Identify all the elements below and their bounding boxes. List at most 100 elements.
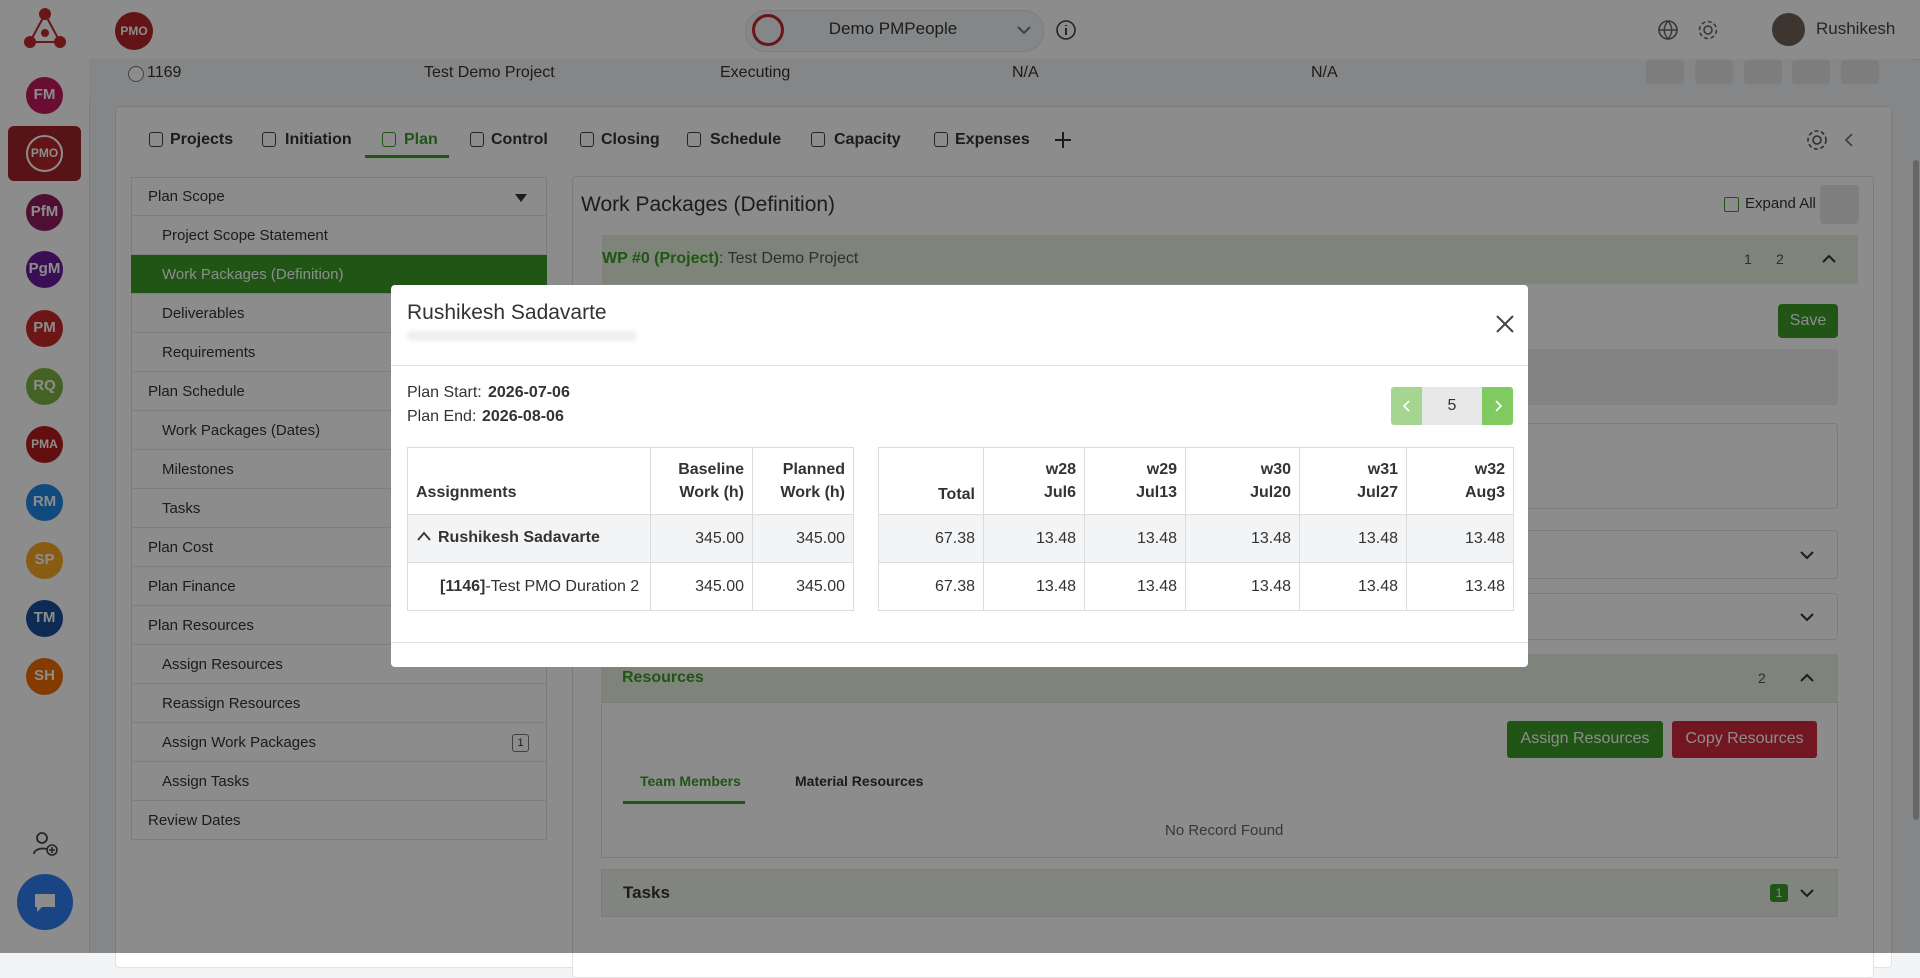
app-icon[interactable] [26, 251, 63, 288]
material-resources-tab[interactable]: Material Resources [795, 773, 924, 789]
add-user-icon[interactable] [32, 830, 58, 856]
tab[interactable]: Initiation [285, 131, 352, 148]
menu-group[interactable]: Review Dates [148, 812, 241, 829]
menu-item-row[interactable] [131, 411, 547, 450]
team-members-tab[interactable]: Team Members [640, 773, 741, 789]
expand-checkbox[interactable] [1724, 197, 1739, 212]
total-cell: 67.38 [878, 562, 984, 611]
app-icon[interactable] [26, 310, 63, 347]
app-icon[interactable] [26, 542, 63, 579]
menu-item[interactable]: Work Packages (Dates) [162, 422, 321, 439]
menu-item[interactable]: Assign Work Packages [162, 734, 316, 751]
menu-group[interactable]: Plan Scope [148, 188, 225, 205]
week-cell: 13.48 [1185, 514, 1300, 563]
pager-next[interactable] [1482, 387, 1513, 425]
add-tab[interactable] [1053, 130, 1073, 150]
assignment-row: Rushikesh Sadavarte 345.00 345.00 [407, 514, 854, 563]
row-action[interactable] [1646, 60, 1684, 84]
tab[interactable]: Schedule [710, 131, 782, 148]
menu-item-row[interactable] [131, 489, 547, 528]
app-icon[interactable] [26, 135, 63, 172]
menu-item[interactable]: Milestones [162, 461, 234, 478]
menu-group[interactable]: Plan Finance [148, 578, 236, 595]
menu-item-row[interactable] [131, 216, 547, 255]
tab[interactable]: Projects [170, 131, 234, 148]
radio[interactable] [128, 66, 144, 82]
tab[interactable]: Expenses [955, 131, 1030, 148]
menu-group-row[interactable] [131, 801, 547, 840]
menu-item[interactable]: Deliverables [162, 305, 245, 322]
week-cell: 13.48 [1299, 514, 1407, 563]
close-button[interactable] [1494, 313, 1516, 335]
assignment-cell: [1146]-Test PMO Duration 2 [407, 562, 651, 611]
menu-item-row[interactable] [131, 294, 547, 333]
tab[interactable]: Capacity [834, 131, 901, 148]
menu-item-row[interactable] [131, 333, 547, 372]
app-icon[interactable] [26, 77, 63, 114]
menu-group[interactable]: Plan Cost [148, 539, 214, 556]
tab[interactable]: Control [491, 131, 548, 148]
row-action[interactable] [1695, 60, 1733, 84]
app-icon[interactable] [26, 658, 63, 695]
menu-group-row[interactable] [131, 567, 547, 606]
week-number: w29 [1146, 461, 1177, 478]
menu-item-row[interactable] [131, 645, 547, 684]
collapse-icon[interactable] [416, 529, 432, 547]
tabs-settings[interactable] [1805, 128, 1829, 152]
wp-header [602, 235, 1858, 284]
copy-resources-label[interactable]: Copy Resources [1685, 730, 1804, 747]
menu-group-row[interactable] [131, 528, 547, 567]
menu-group-row[interactable] [131, 177, 547, 216]
collapse-panel[interactable] [1840, 131, 1858, 149]
row-action[interactable] [1744, 60, 1782, 84]
avatar[interactable] [1772, 13, 1805, 46]
app-icon[interactable] [26, 600, 63, 637]
user-name[interactable]: Rushikesh [1816, 19, 1896, 38]
chat-button[interactable] [17, 874, 73, 930]
menu-item-row[interactable] [131, 450, 547, 489]
menu-item[interactable]: Reassign Resources [162, 695, 301, 712]
copy-resources-button[interactable] [1672, 721, 1817, 758]
workspace-selector[interactable] [745, 10, 1044, 52]
save-label[interactable]: Save [1789, 312, 1827, 329]
expand-all[interactable]: Expand All [1745, 195, 1816, 212]
week-number: w32 [1474, 461, 1505, 478]
menu-item[interactable]: Work Packages (Definition) [162, 266, 344, 283]
hierarchy-button[interactable] [1820, 185, 1859, 224]
menu-group[interactable]: Plan Schedule [148, 383, 245, 400]
settings-icon[interactable] [1697, 19, 1719, 41]
tab-icon [580, 132, 594, 147]
week-cell: 13.48 [1185, 562, 1300, 611]
menu-item[interactable]: Assign Tasks [162, 773, 250, 790]
row-action[interactable] [1841, 60, 1879, 84]
app-icon[interactable] [26, 426, 63, 463]
row-action[interactable] [1792, 60, 1830, 84]
menu-item-row[interactable] [131, 684, 547, 723]
menu-item[interactable]: Project Scope Statement [162, 227, 328, 244]
menu-item[interactable]: Assign Resources [162, 656, 283, 673]
language-icon[interactable] [1657, 19, 1679, 41]
tab[interactable]: Closing [601, 131, 660, 148]
menu-item[interactable]: Tasks [162, 500, 201, 517]
menu-item-row[interactable] [131, 723, 547, 762]
menu-group-row[interactable] [131, 606, 547, 645]
app-icon[interactable] [26, 194, 63, 231]
org-badge: PMO [120, 24, 148, 38]
app-icon[interactable] [26, 484, 63, 521]
tab[interactable]: Plan [404, 131, 438, 148]
menu-item-row[interactable] [131, 762, 547, 801]
menu-item[interactable]: Requirements [162, 344, 256, 361]
info-icon[interactable] [1055, 19, 1077, 41]
assign-resources-button[interactable] [1507, 721, 1663, 758]
app-label: RQ [33, 377, 56, 394]
week-date: Jul20 [1250, 484, 1291, 501]
workspace-caret [1015, 21, 1033, 39]
tasks-header[interactable] [601, 869, 1838, 917]
menu-group[interactable]: Plan Resources [148, 617, 254, 634]
app-label: TM [33, 609, 56, 626]
app-icon[interactable] [26, 368, 63, 405]
save-button[interactable] [1778, 304, 1838, 338]
assign-resources-label[interactable]: Assign Resources [1520, 730, 1650, 747]
pager-prev[interactable] [1391, 387, 1422, 425]
menu-group-row[interactable] [131, 372, 547, 411]
